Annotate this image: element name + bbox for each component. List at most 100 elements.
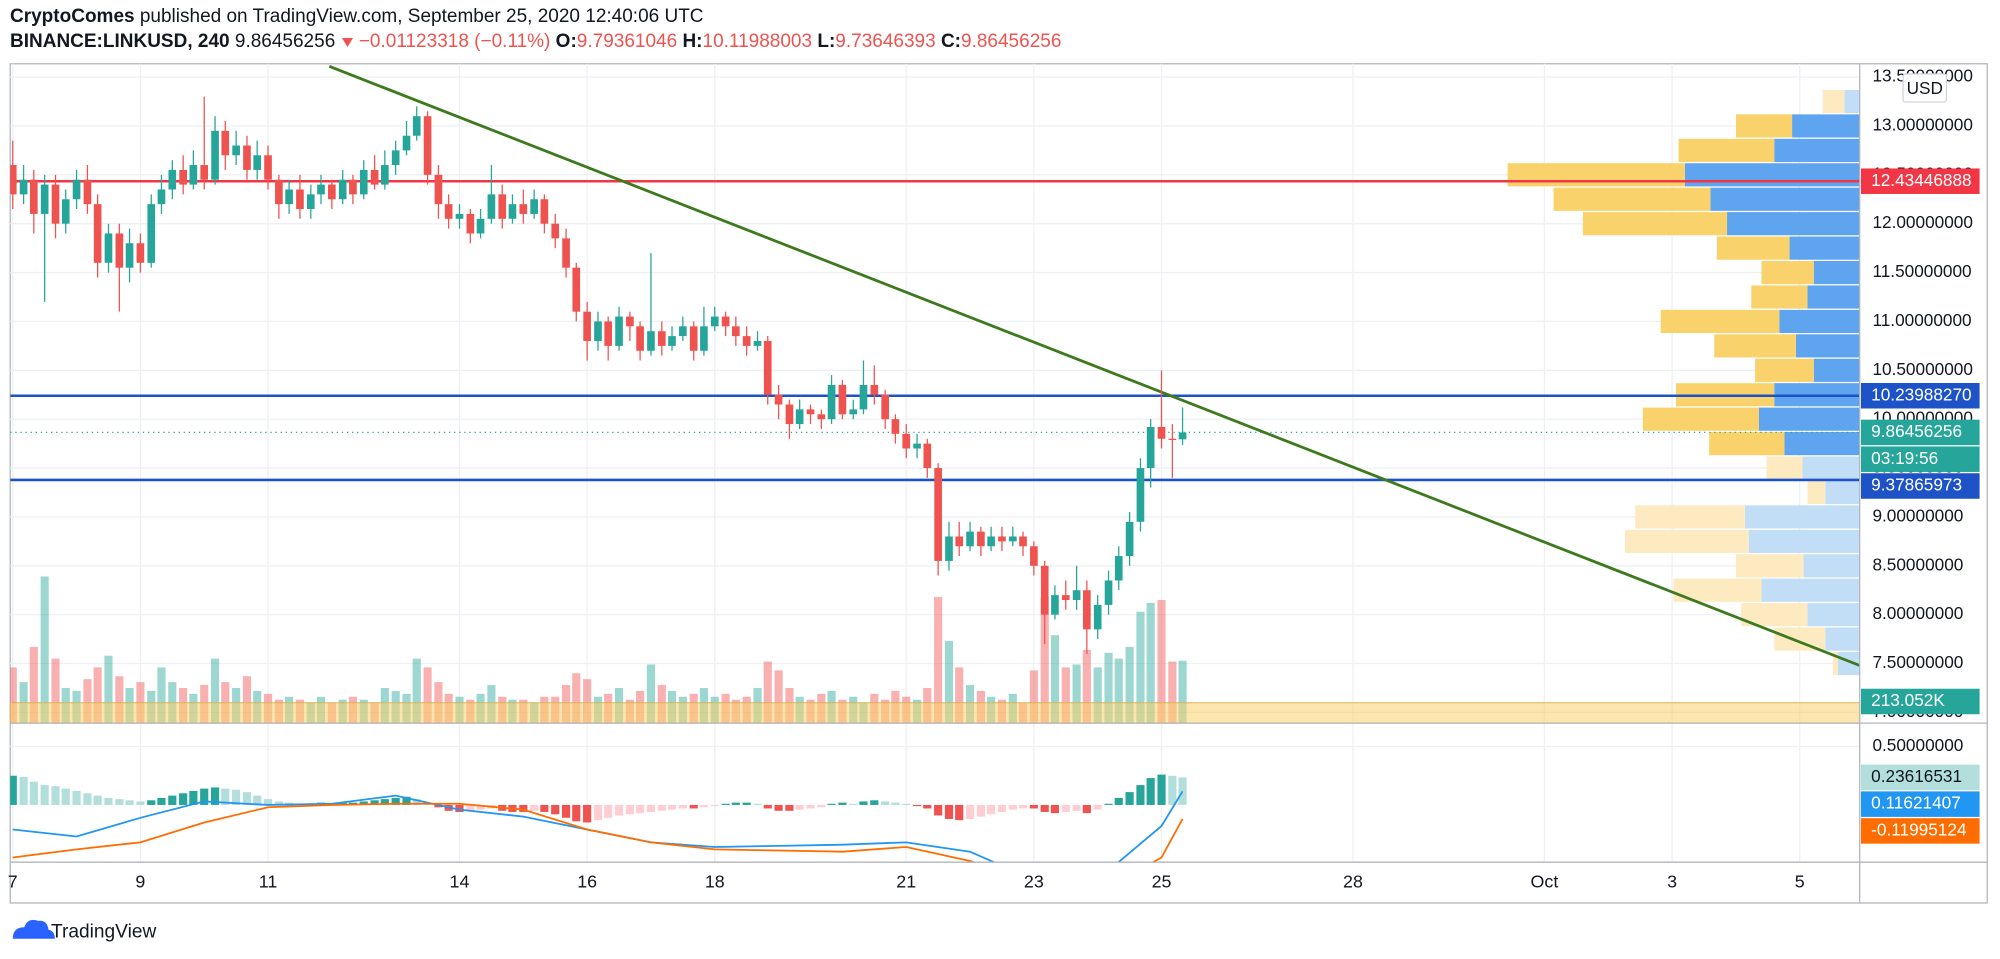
macd-histogram-bar (944, 804, 954, 819)
macd-histogram-bar (1136, 785, 1145, 805)
candle-body (540, 199, 549, 224)
volume-bar (242, 676, 252, 724)
macd-histogram-bar (1050, 804, 1060, 814)
candle-body (806, 409, 815, 415)
profile-down (1507, 163, 1685, 187)
candle-body (572, 267, 581, 312)
profile-down (1741, 603, 1808, 627)
candle-body (29, 179, 38, 214)
candle-body (157, 189, 166, 205)
candle-body (317, 184, 325, 195)
macd-histogram-bar (742, 802, 751, 805)
candle-body (434, 174, 443, 205)
profile-down (1822, 89, 1845, 114)
macd-histogram-bar (263, 799, 273, 805)
candle-body (275, 179, 283, 205)
volume-band (9, 702, 1861, 724)
profile-up (1684, 163, 1860, 187)
candle-body (232, 145, 240, 156)
open-label: O: (555, 31, 577, 52)
profile-down (1709, 432, 1785, 456)
macd-histogram-bar (125, 800, 134, 805)
volume-bar (1114, 658, 1123, 724)
macd-histogram-bar (636, 804, 645, 814)
macd-histogram-bar (338, 802, 347, 805)
profile-up (1789, 236, 1860, 260)
macd-histogram-bar (955, 804, 964, 821)
volume-bar (157, 667, 166, 724)
candle-body (1104, 580, 1113, 605)
profile-up (1844, 89, 1860, 114)
low-label: L: (817, 31, 836, 52)
profile-up (1803, 554, 1860, 578)
macd-histogram-bar (923, 804, 932, 809)
macd-histogram-bar (1146, 778, 1155, 805)
profile-down (1807, 480, 1826, 505)
last-price: 9.86456256 (234, 31, 336, 52)
macd-histogram-bar (115, 799, 124, 805)
profile-down (1673, 578, 1762, 602)
candle-body (1093, 604, 1102, 630)
macd-histogram-bar (593, 804, 603, 821)
candle-body (125, 243, 134, 268)
profile-down (1751, 285, 1808, 309)
macd-histogram-bar (200, 788, 209, 805)
macd-histogram-bar (976, 804, 985, 817)
candle-body (359, 169, 368, 195)
profile-up (1761, 578, 1860, 602)
profile-down (1755, 358, 1814, 382)
macd-histogram-bar (51, 786, 60, 805)
profile-up (1813, 358, 1860, 382)
macd-histogram-bar (540, 804, 549, 812)
volume-bar (1125, 646, 1134, 724)
profile-down (1766, 456, 1803, 480)
macd-histogram-bar (136, 801, 145, 805)
profile-up (1784, 432, 1860, 456)
x-tick-label: 25 (1152, 871, 1172, 891)
candle-body (913, 443, 921, 449)
x-tick-label: 3 (1667, 871, 1677, 891)
high-value: 10.11988003 (702, 31, 813, 52)
macd-histogram-bar (912, 804, 922, 807)
candle-body (147, 204, 156, 263)
macd-histogram-bar (1125, 792, 1134, 805)
volume-bar (646, 664, 656, 724)
candle-body (1030, 546, 1038, 566)
candle-body (61, 199, 70, 224)
candle-body (604, 321, 613, 346)
profile-up (1802, 456, 1860, 480)
volume-bar (412, 658, 421, 724)
candle-body (328, 184, 336, 200)
macd-histogram-bar (838, 802, 847, 805)
macd-histogram-bar (19, 776, 28, 805)
x-tick-label: 5 (1795, 871, 1805, 891)
volume-bar (93, 667, 102, 724)
candle-body (423, 116, 432, 175)
histogram-tag-bg (1860, 764, 1980, 791)
macd-histogram-bar (1061, 804, 1070, 812)
profile-down (1735, 554, 1804, 578)
volume-bar (955, 667, 964, 724)
profile-down (1761, 260, 1814, 285)
header-line-1: CryptoComes published on TradingView.com… (10, 6, 704, 28)
macd-histogram-bar (147, 800, 156, 805)
candle-body (562, 238, 570, 268)
candle-body (626, 316, 634, 327)
macd-histogram-bar (785, 804, 794, 811)
change: −0.01123318 (−0.11%) (358, 31, 551, 52)
macd-histogram-bar (402, 796, 411, 805)
macd-histogram-bar (179, 793, 188, 805)
candle-body (1061, 595, 1070, 601)
macd-histogram-bar (1104, 803, 1113, 805)
macd-histogram-bar (551, 804, 560, 815)
macd-histogram-bar (646, 804, 656, 812)
candle-body (838, 384, 847, 415)
macd-histogram-bar (870, 800, 879, 805)
macd-histogram-bar (1040, 804, 1049, 812)
macd-histogram-bar (881, 801, 890, 805)
profile-down (1625, 529, 1749, 553)
macd-histogram-bar (753, 803, 762, 805)
candle-body (817, 414, 826, 420)
x-tick-label: 16 (577, 871, 597, 891)
candle-body (647, 331, 655, 351)
